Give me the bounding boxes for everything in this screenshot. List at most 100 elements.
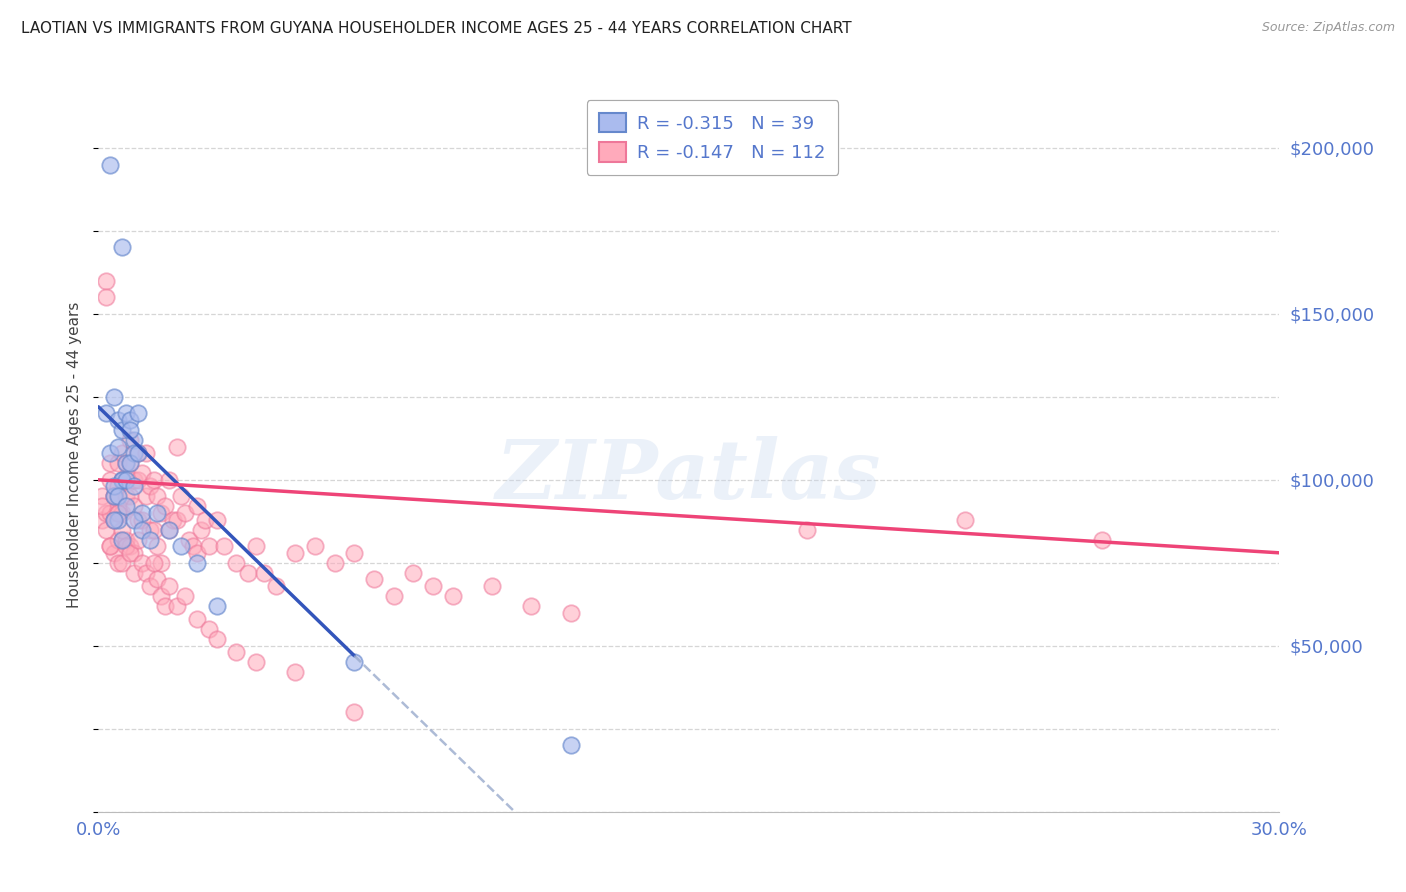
- Point: [343, 546, 366, 560]
- Point: [142, 473, 165, 487]
- Point: [111, 473, 134, 487]
- Point: [115, 490, 138, 504]
- Point: [174, 506, 197, 520]
- Point: [115, 539, 138, 553]
- Point: [127, 513, 149, 527]
- Point: [197, 539, 219, 553]
- Point: [166, 440, 188, 454]
- Point: [103, 490, 125, 504]
- Point: [96, 506, 118, 520]
- Point: [115, 456, 138, 470]
- Point: [98, 539, 121, 553]
- Point: [253, 566, 276, 580]
- Point: [122, 546, 145, 560]
- Point: [166, 513, 188, 527]
- Point: [236, 566, 259, 580]
- Point: [115, 473, 138, 487]
- Point: [138, 533, 160, 547]
- Point: [91, 513, 114, 527]
- Point: [174, 589, 197, 603]
- Point: [146, 490, 169, 504]
- Point: [122, 433, 145, 447]
- Point: [157, 523, 180, 537]
- Point: [205, 513, 228, 527]
- Point: [127, 473, 149, 487]
- Point: [122, 446, 145, 460]
- Point: [343, 656, 366, 670]
- Point: [103, 513, 125, 527]
- Point: [98, 539, 121, 553]
- Point: [323, 556, 346, 570]
- Point: [98, 456, 121, 470]
- Point: [103, 390, 125, 404]
- Point: [135, 490, 157, 504]
- Point: [197, 622, 219, 636]
- Point: [107, 490, 129, 504]
- Point: [284, 546, 307, 560]
- Point: [157, 523, 180, 537]
- Point: [107, 479, 129, 493]
- Point: [205, 632, 228, 647]
- Point: [111, 473, 134, 487]
- Point: [194, 513, 217, 527]
- Point: [162, 513, 184, 527]
- Point: [155, 500, 177, 514]
- Point: [111, 506, 134, 520]
- Point: [131, 513, 153, 527]
- Point: [131, 506, 153, 520]
- Point: [107, 506, 129, 520]
- Point: [111, 446, 134, 460]
- Point: [214, 539, 236, 553]
- Point: [111, 533, 134, 547]
- Point: [146, 539, 169, 553]
- Point: [284, 665, 307, 680]
- Point: [186, 556, 208, 570]
- Point: [146, 506, 169, 520]
- Point: [115, 500, 138, 514]
- Point: [122, 473, 145, 487]
- Point: [127, 446, 149, 460]
- Point: [150, 556, 173, 570]
- Point: [103, 513, 125, 527]
- Point: [177, 533, 200, 547]
- Point: [170, 539, 193, 553]
- Point: [96, 523, 118, 537]
- Point: [111, 423, 134, 437]
- Text: ZIPatlas: ZIPatlas: [496, 436, 882, 516]
- Point: [796, 523, 818, 537]
- Point: [422, 579, 444, 593]
- Point: [264, 579, 287, 593]
- Point: [122, 566, 145, 580]
- Point: [103, 479, 125, 493]
- Point: [115, 456, 138, 470]
- Point: [115, 533, 138, 547]
- Point: [111, 240, 134, 254]
- Point: [111, 556, 134, 570]
- Text: LAOTIAN VS IMMIGRANTS FROM GUYANA HOUSEHOLDER INCOME AGES 25 - 44 YEARS CORRELAT: LAOTIAN VS IMMIGRANTS FROM GUYANA HOUSEH…: [21, 21, 852, 37]
- Point: [131, 556, 153, 570]
- Point: [150, 506, 173, 520]
- Point: [402, 566, 425, 580]
- Point: [146, 573, 169, 587]
- Point: [304, 539, 326, 553]
- Point: [170, 490, 193, 504]
- Legend: R = -0.315   N = 39, R = -0.147   N = 112: R = -0.315 N = 39, R = -0.147 N = 112: [586, 100, 838, 175]
- Point: [205, 599, 228, 613]
- Point: [481, 579, 503, 593]
- Point: [107, 513, 129, 527]
- Point: [118, 490, 141, 504]
- Point: [953, 513, 976, 527]
- Point: [118, 456, 141, 470]
- Point: [103, 490, 125, 504]
- Point: [138, 579, 160, 593]
- Point: [560, 739, 582, 753]
- Point: [111, 533, 134, 547]
- Point: [186, 546, 208, 560]
- Point: [181, 539, 204, 553]
- Point: [115, 406, 138, 420]
- Point: [118, 423, 141, 437]
- Point: [98, 473, 121, 487]
- Point: [122, 513, 145, 527]
- Point: [138, 479, 160, 493]
- Point: [107, 456, 129, 470]
